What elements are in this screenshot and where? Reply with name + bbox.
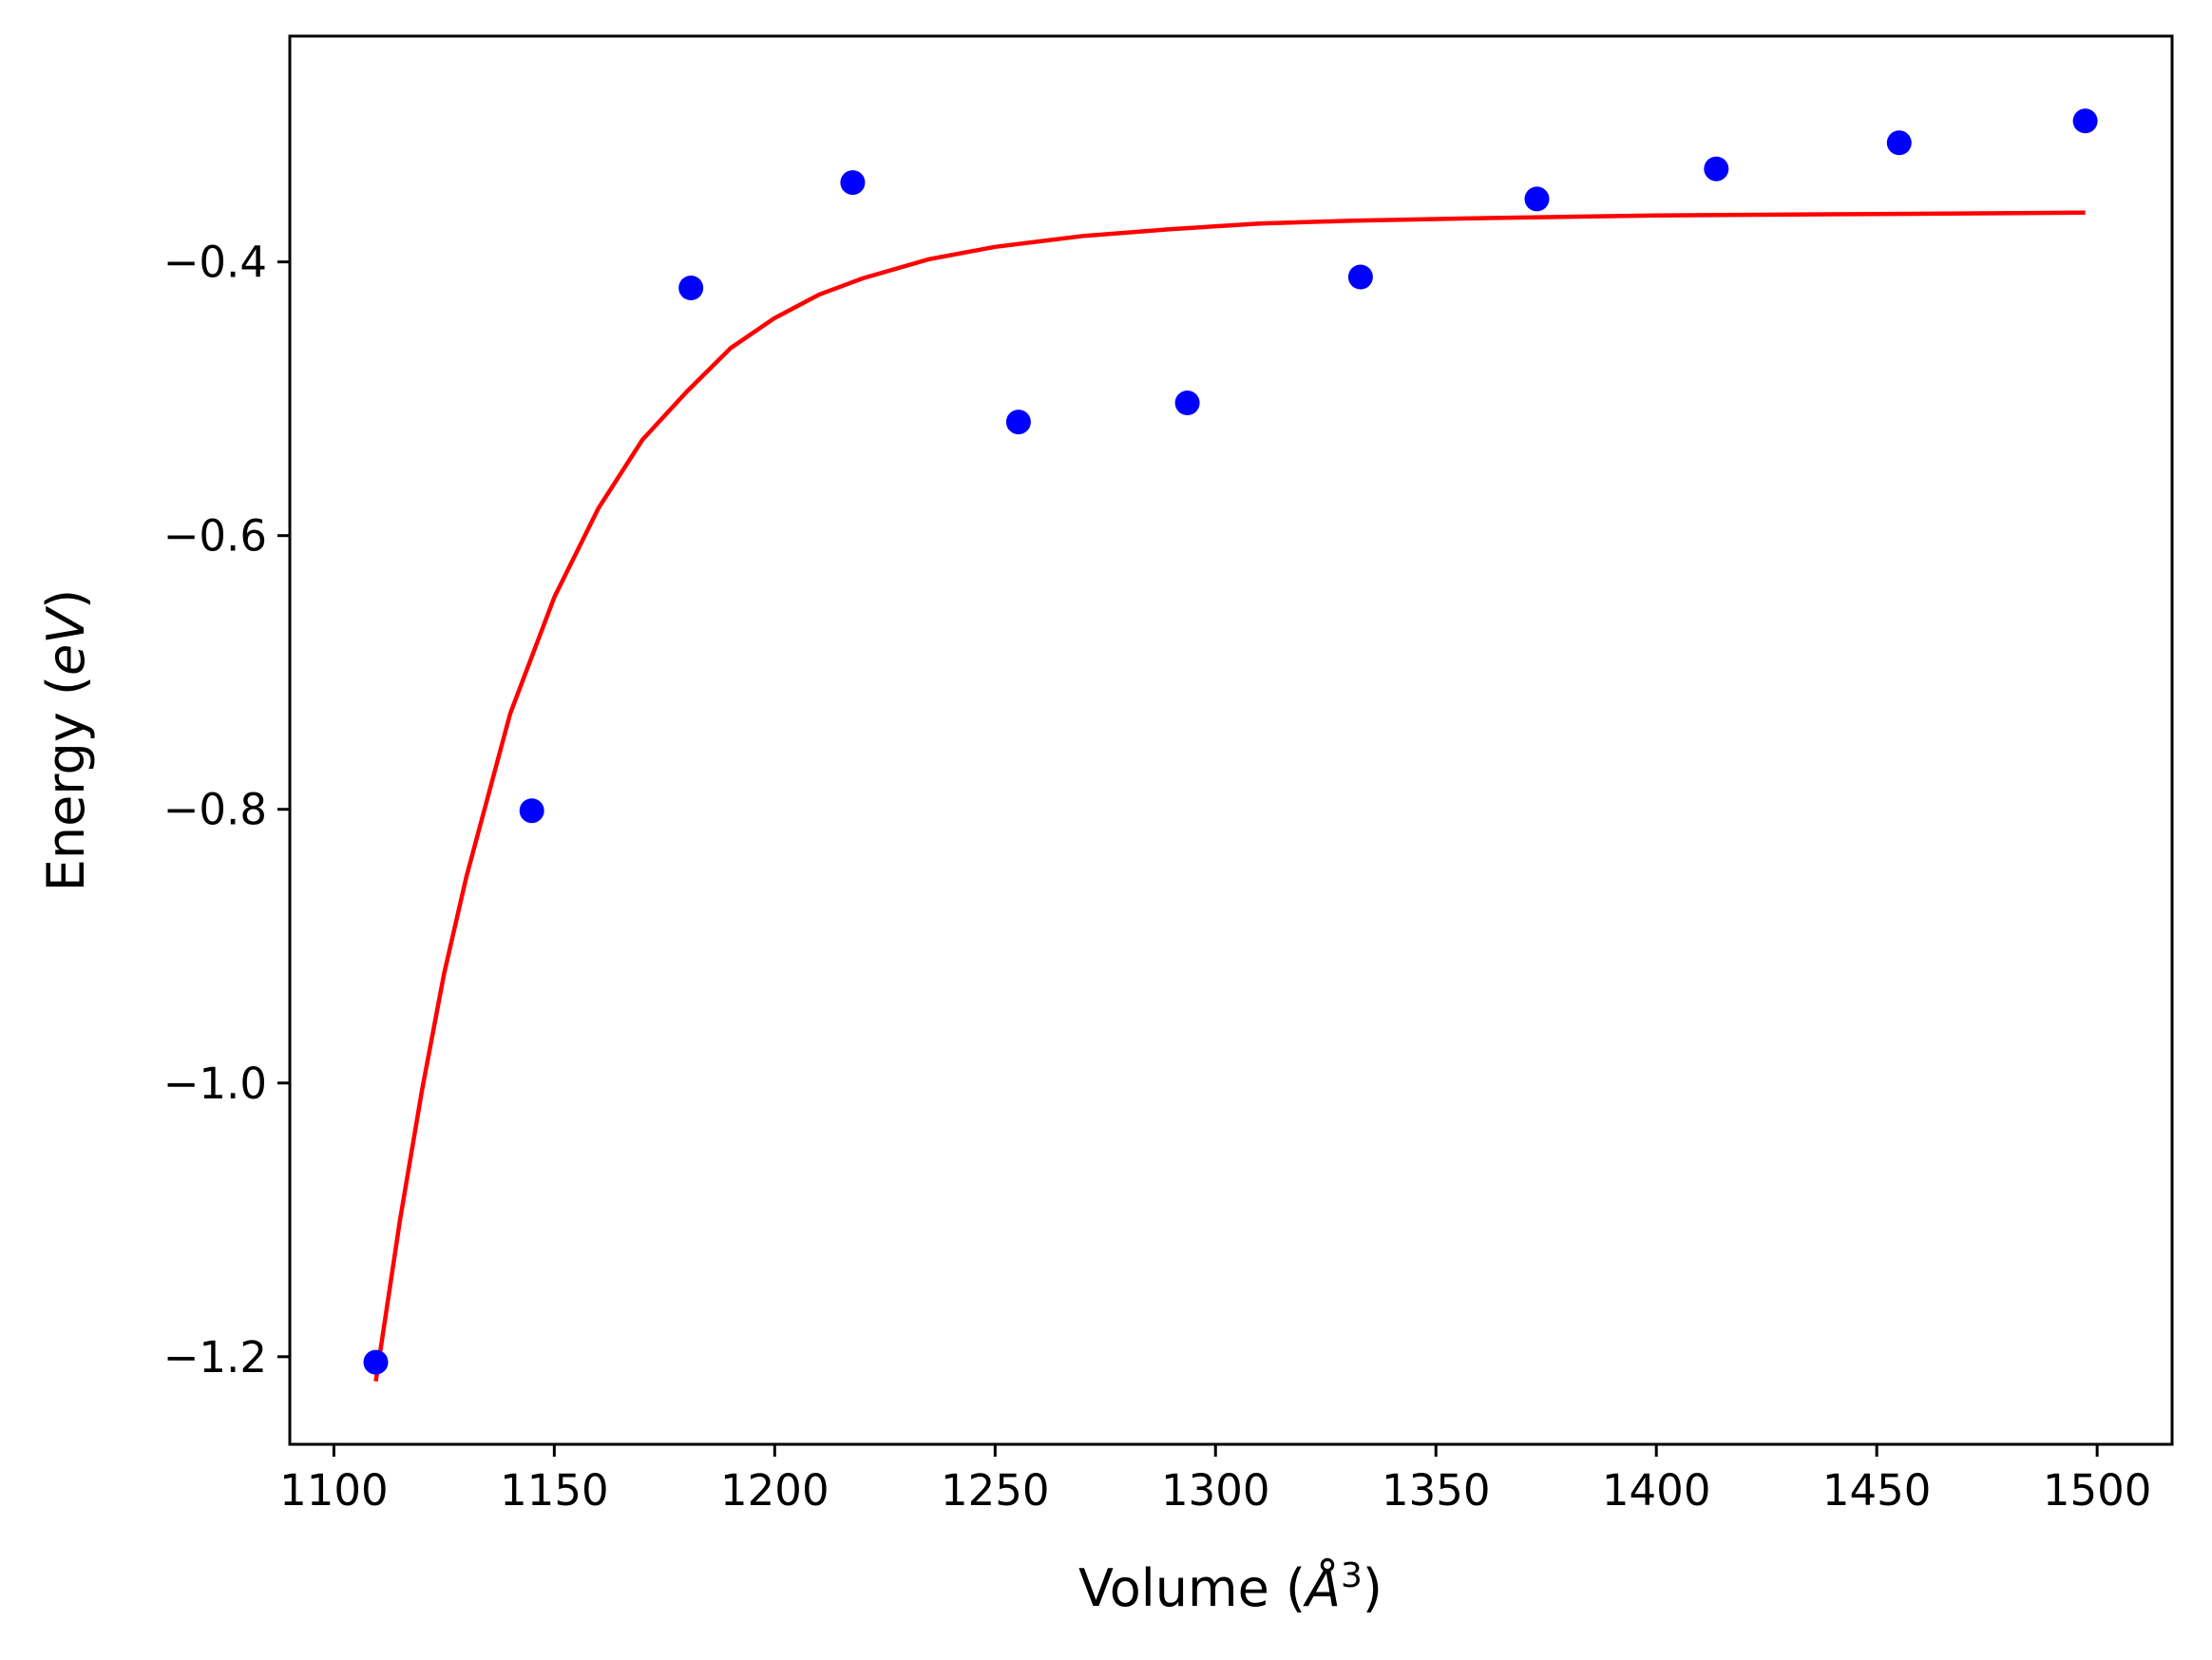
data-point (1174, 391, 1200, 415)
x-tick-label: 1400 (1602, 1465, 1711, 1516)
y-axis-label: Energy (eV) (36, 589, 96, 892)
plot-frame (288, 34, 2174, 1446)
plot-layer (363, 108, 2098, 1383)
y-tick-label: −1.0 (163, 1059, 267, 1109)
x-tick-label: 1450 (1822, 1465, 1932, 1516)
data-point (1704, 156, 1729, 181)
data-point (1347, 264, 1373, 290)
y-tick-label: −0.6 (163, 511, 267, 562)
x-tick-label: 1100 (279, 1465, 389, 1516)
data-point (2072, 108, 2098, 134)
data-point (840, 170, 866, 196)
fit-curve (373, 210, 2086, 1383)
x-tick-label: 1300 (1161, 1465, 1270, 1516)
data-point (1005, 410, 1031, 435)
x-axis-ticks: 1100 1150 1200 1250 1300 1350 1400 1450 1500 (279, 1444, 2151, 1516)
y-tick-label: −1.2 (163, 1332, 267, 1383)
x-tick-label: 1250 (941, 1465, 1050, 1516)
x-tick-label: 1200 (720, 1465, 830, 1516)
data-point (363, 1349, 389, 1375)
data-point (678, 276, 704, 300)
data-point (1886, 130, 1912, 156)
data-point (519, 798, 544, 824)
x-tick-label: 1500 (2043, 1465, 2152, 1516)
x-axis-label: Volume (Å3) (1078, 1556, 1382, 1618)
data-point (1524, 186, 1550, 212)
y-tick-label: −0.8 (163, 785, 267, 835)
y-axis-ticks: −1.2 −1.0 −0.8 −0.6 −0.4 (163, 238, 290, 1383)
x-tick-label: 1350 (1382, 1465, 1491, 1516)
y-tick-label: −0.4 (163, 238, 267, 288)
x-tick-label: 1150 (500, 1465, 609, 1516)
